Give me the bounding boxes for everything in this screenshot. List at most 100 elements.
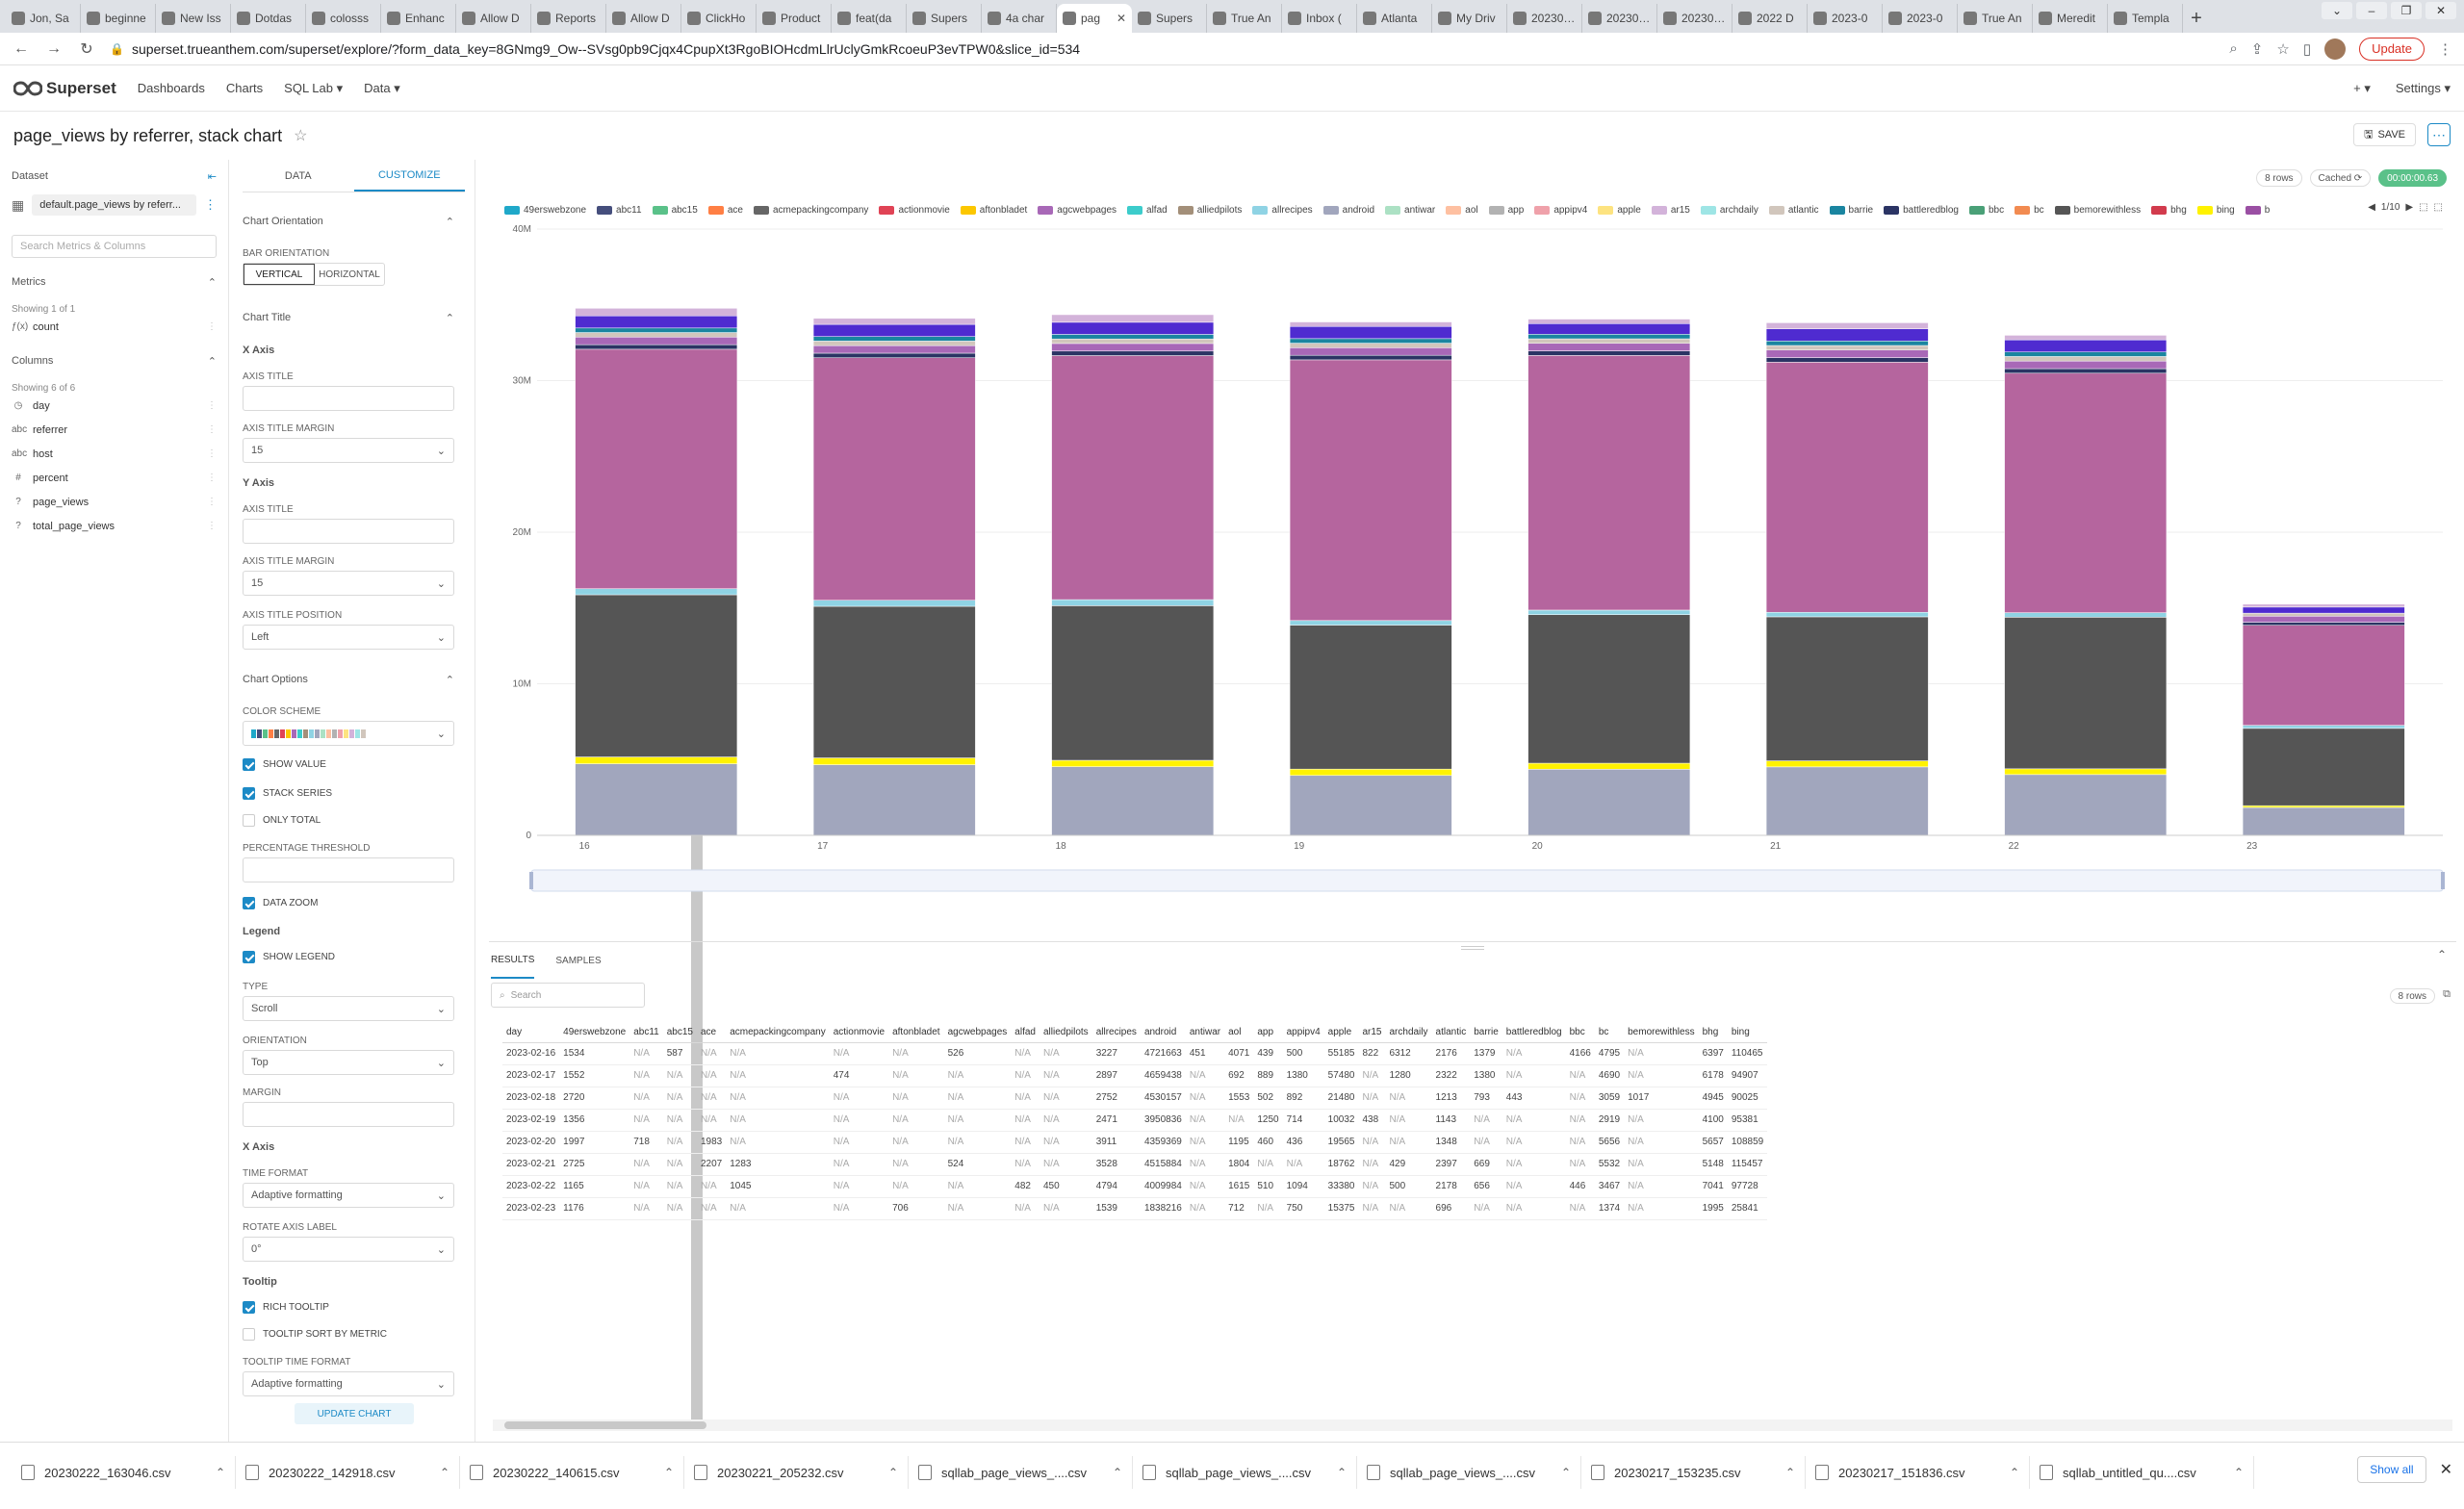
bar-segment[interactable] <box>812 336 976 342</box>
column-header[interactable]: acmepackingcompany <box>726 1023 830 1043</box>
legend-item[interactable]: 49erswebzone <box>504 205 586 216</box>
bar-segment[interactable] <box>2242 806 2405 836</box>
chevron-up-icon[interactable]: ⌃ <box>1112 1466 1122 1479</box>
results-search-input[interactable]: ⌕ Search <box>491 983 645 1008</box>
column-header[interactable]: abc15 <box>662 1023 697 1043</box>
restore-icon[interactable]: ❐ <box>2391 2 2422 19</box>
bar-segment[interactable] <box>1289 354 1452 361</box>
column-header[interactable]: antiwar <box>1185 1023 1225 1043</box>
data-zoom-slider[interactable] <box>530 869 2444 892</box>
bar-segment[interactable] <box>1051 605 1215 761</box>
chevron-up-icon[interactable]: ⌃ <box>445 675 454 686</box>
bar-segment[interactable] <box>812 341 976 346</box>
chevron-up-icon[interactable]: ⌃ <box>887 1466 898 1479</box>
bar-segment[interactable] <box>812 605 976 758</box>
column-item[interactable]: abc referrer ⋮ <box>12 418 217 442</box>
collapse-results-icon[interactable]: ⌃ <box>2436 948 2447 961</box>
bar-segment[interactable] <box>1289 768 1452 777</box>
column-item[interactable]: ? page_views ⋮ <box>12 490 217 514</box>
chevron-up-icon[interactable]: ⌃ <box>1784 1466 1795 1479</box>
legend-item[interactable]: acmepackingcompany <box>753 205 868 216</box>
column-header[interactable]: abc11 <box>629 1023 663 1043</box>
rich-tooltip-checkbox[interactable]: RICH TOOLTIP <box>243 1301 454 1314</box>
legend-item[interactable]: battleredblog <box>1884 205 1959 216</box>
column-header[interactable]: app <box>1253 1023 1283 1043</box>
bar-segment[interactable] <box>2242 603 2405 608</box>
bar-segment[interactable] <box>1527 350 1691 356</box>
bar-segment[interactable] <box>1289 775 1452 836</box>
legend-orientation-select[interactable]: Top ⌄ <box>243 1050 454 1075</box>
nav-plus-menu[interactable]: + ▾ <box>2353 80 2371 95</box>
bar-segment[interactable] <box>1527 319 1691 324</box>
browser-tab[interactable]: pag ✕ <box>1057 4 1132 33</box>
bar-segment[interactable] <box>2004 356 2168 362</box>
column-header[interactable]: agcwebpages <box>943 1023 1012 1043</box>
column-header[interactable]: alliedpilots <box>1039 1023 1092 1043</box>
bar-segment[interactable] <box>1527 355 1691 611</box>
chevron-up-icon[interactable]: ⌃ <box>2009 1466 2019 1479</box>
legend-item[interactable]: ar15 <box>1651 205 1690 216</box>
bar-segment[interactable] <box>1051 350 1215 356</box>
bar-segment[interactable] <box>812 323 976 337</box>
legend-item[interactable]: aol <box>1446 205 1478 216</box>
y-axis-title-input[interactable] <box>243 519 454 544</box>
bar-segment[interactable] <box>1289 347 1452 356</box>
column-item[interactable]: # percent ⋮ <box>12 466 217 490</box>
url-text[interactable]: superset.trueanthem.com/superset/explore… <box>131 40 1081 57</box>
zoom-handle-left[interactable] <box>529 872 533 889</box>
chevron-up-icon[interactable]: ⌃ <box>439 1466 449 1479</box>
column-header[interactable]: aftonbladet <box>888 1023 944 1043</box>
data-zoom-checkbox[interactable]: DATA ZOOM <box>243 897 454 909</box>
save-button[interactable]: 🖫 SAVE <box>2353 123 2416 146</box>
update-chart-button[interactable]: UPDATE CHART <box>295 1403 414 1424</box>
bar-segment[interactable] <box>575 756 738 764</box>
column-item[interactable]: abc host ⋮ <box>12 442 217 466</box>
nav-dashboards[interactable]: Dashboards <box>137 81 205 95</box>
show-all-downloads-button[interactable]: Show all <box>2357 1456 2426 1483</box>
column-header[interactable]: bc <box>1594 1023 1625 1043</box>
legend-item[interactable]: actionmovie <box>879 205 950 216</box>
chevron-up-icon[interactable]: ⌃ <box>1560 1466 1571 1479</box>
download-item[interactable]: 20230217_153235.csv ⌃ <box>1581 1456 1806 1489</box>
browser-tab[interactable]: Allow D <box>606 4 681 33</box>
x-axis-title-margin-select[interactable]: 15 ⌄ <box>243 438 454 463</box>
bar-segment[interactable] <box>812 600 976 607</box>
zoom-icon[interactable]: ⌕ <box>2229 40 2238 57</box>
bar-segment[interactable] <box>1765 349 1929 358</box>
drag-handle-icon[interactable]: ⋮ <box>207 497 217 507</box>
zoom-reset-icon[interactable]: ⬚ <box>2419 202 2428 213</box>
bar-segment[interactable] <box>812 764 976 836</box>
bar-segment[interactable] <box>1051 343 1215 352</box>
nav-data[interactable]: Data ▾ <box>364 80 400 95</box>
legend-item[interactable]: bc <box>2015 205 2044 216</box>
close-tab-icon[interactable]: ✕ <box>1116 12 1126 25</box>
download-item[interactable]: sqllab_page_views_....csv ⌃ <box>909 1456 1133 1489</box>
bar-segment[interactable] <box>2242 625 2405 726</box>
browser-tab[interactable]: Templa <box>2108 4 2183 33</box>
tab-data[interactable]: DATA <box>284 169 312 182</box>
kebab-menu-icon[interactable]: ⋮ <box>2438 40 2452 58</box>
chevron-up-icon[interactable]: ⌃ <box>207 276 217 289</box>
column-header[interactable]: apple <box>1323 1023 1359 1043</box>
browser-tab[interactable]: True An <box>1207 4 1282 33</box>
bar-segment[interactable] <box>1527 334 1691 340</box>
collapse-panel-icon[interactable]: ⇤ <box>207 170 217 183</box>
bar-segment[interactable] <box>575 337 738 345</box>
bar-segment[interactable] <box>1051 759 1215 767</box>
bar-segment[interactable] <box>1765 357 1929 363</box>
bar-segment[interactable] <box>1051 321 1215 335</box>
column-header[interactable]: 49erswebzone <box>559 1023 630 1043</box>
bar-segment[interactable] <box>2242 622 2405 626</box>
browser-tab[interactable]: Allow D <box>456 4 531 33</box>
reload-icon[interactable]: ↻ <box>80 40 93 58</box>
nav-charts[interactable]: Charts <box>225 81 264 95</box>
tooltip-time-format-select[interactable]: Adaptive formatting ⌄ <box>243 1371 454 1396</box>
browser-tab[interactable]: 20230… <box>1507 4 1582 33</box>
legend-item[interactable]: barrie <box>1829 205 1873 216</box>
browser-tab[interactable]: Jon, Sa <box>6 4 81 33</box>
bar-segment[interactable] <box>1051 599 1215 606</box>
browser-tab[interactable]: 20230… <box>1582 4 1657 33</box>
bar-segment[interactable] <box>575 315 738 329</box>
bar-segment[interactable] <box>1765 345 1929 350</box>
nav-settings[interactable]: Settings ▾ <box>2395 80 2451 95</box>
